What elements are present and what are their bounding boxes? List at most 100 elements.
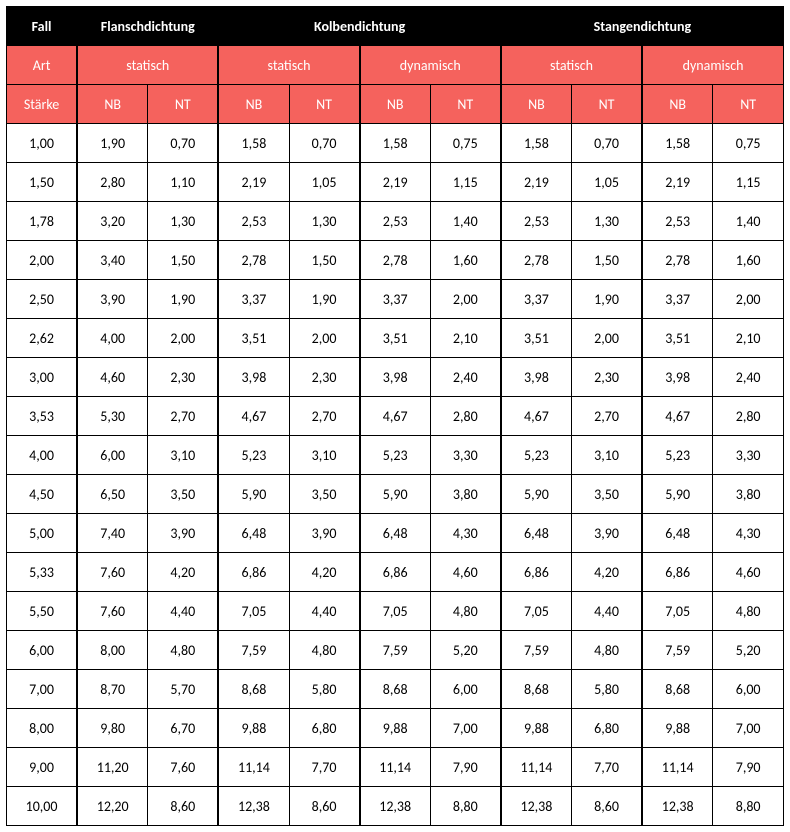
table-cell: 1,30 [572,202,643,241]
table-cell: 2,70 [572,397,643,436]
table-row: 3,535,302,704,672,704,672,804,672,704,67… [7,397,784,436]
table-cell: 3,10 [572,436,643,475]
table-cell: 4,60 [430,553,501,592]
table-cell: 7,59 [501,631,572,670]
table-cell: 7,05 [501,592,572,631]
table-row: 4,006,003,105,233,105,233,305,233,105,23… [7,436,784,475]
table-cell: 3,50 [148,475,219,514]
table-cell: 1,30 [289,202,360,241]
header-nt: NT [572,85,643,124]
table-cell: 6,86 [501,553,572,592]
header-nb: NB [360,85,431,124]
table-cell: 3,50 [289,475,360,514]
header-kolben-dynamisch: dynamisch [360,46,501,85]
table-cell: 7,00 [7,670,78,709]
table-cell: 4,80 [289,631,360,670]
table-cell: 6,48 [360,514,431,553]
table-row: 8,009,806,709,886,809,887,009,886,809,88… [7,709,784,748]
table-cell: 3,51 [642,319,713,358]
table-cell: 1,90 [289,280,360,319]
header-row-2: Art statisch statisch dynamisch statisch… [7,46,784,85]
table-row: 2,003,401,502,781,502,781,602,781,502,78… [7,241,784,280]
table-cell: 5,50 [7,592,78,631]
table-cell: 3,10 [289,436,360,475]
table-cell: 8,60 [289,787,360,826]
table-cell: 3,40 [77,241,148,280]
table-cell: 6,86 [642,553,713,592]
table-cell: 5,23 [360,436,431,475]
table-cell: 6,70 [148,709,219,748]
table-cell: 7,59 [360,631,431,670]
table-cell: 2,10 [713,319,784,358]
table-cell: 1,30 [148,202,219,241]
table-cell: 2,40 [713,358,784,397]
table-cell: 12,38 [642,787,713,826]
table-cell: 12,38 [360,787,431,826]
table-cell: 4,80 [713,592,784,631]
table-cell: 8,68 [501,670,572,709]
header-nb: NB [77,85,148,124]
table-cell: 1,10 [148,163,219,202]
table-cell: 2,70 [289,397,360,436]
table-cell: 8,68 [218,670,289,709]
table-cell: 2,78 [501,241,572,280]
table-cell: 3,51 [218,319,289,358]
header-fall: Fall [7,7,78,46]
table-cell: 7,00 [713,709,784,748]
table-cell: 7,59 [642,631,713,670]
table-cell: 4,40 [148,592,219,631]
header-stangen-statisch: statisch [501,46,642,85]
table-cell: 6,48 [218,514,289,553]
table-cell: 0,75 [430,124,501,163]
table-cell: 2,80 [430,397,501,436]
table-cell: 5,23 [501,436,572,475]
table-cell: 8,60 [572,787,643,826]
table-cell: 1,50 [572,241,643,280]
table-cell: 2,19 [360,163,431,202]
table-cell: 7,60 [148,748,219,787]
header-row-1: Fall Flanschdichtung Kolbendichtung Stan… [7,7,784,46]
table-cell: 11,14 [218,748,289,787]
table-cell: 0,70 [148,124,219,163]
table-cell: 4,60 [77,358,148,397]
table-cell: 4,67 [218,397,289,436]
table-cell: 3,90 [148,514,219,553]
table-cell: 0,70 [572,124,643,163]
table-cell: 2,10 [430,319,501,358]
table-cell: 7,60 [77,553,148,592]
table-cell: 4,20 [289,553,360,592]
table-cell: 6,00 [430,670,501,709]
table-cell: 2,00 [289,319,360,358]
table-cell: 2,00 [7,241,78,280]
table-cell: 4,60 [713,553,784,592]
table-cell: 5,00 [7,514,78,553]
table-cell: 1,40 [713,202,784,241]
table-cell: 3,98 [501,358,572,397]
table-cell: 5,33 [7,553,78,592]
table-cell: 1,05 [572,163,643,202]
table-cell: 3,30 [713,436,784,475]
table-cell: 5,80 [572,670,643,709]
table-cell: 4,80 [430,592,501,631]
table-cell: 6,80 [289,709,360,748]
table-cell: 2,70 [148,397,219,436]
table-cell: 8,80 [713,787,784,826]
table-cell: 3,98 [218,358,289,397]
table-cell: 8,00 [77,631,148,670]
table-cell: 0,75 [713,124,784,163]
table-cell: 3,98 [360,358,431,397]
table-cell: 6,00 [77,436,148,475]
table-cell: 7,70 [289,748,360,787]
table-cell: 5,20 [430,631,501,670]
table-cell: 4,67 [501,397,572,436]
table-cell: 2,80 [713,397,784,436]
table-body: 1,001,900,701,580,701,580,751,580,701,58… [7,124,784,826]
header-nt: NT [289,85,360,124]
table-cell: 2,80 [77,163,148,202]
table-cell: 6,48 [642,514,713,553]
table-row: 9,0011,207,6011,147,7011,147,9011,147,70… [7,748,784,787]
table-cell: 12,38 [501,787,572,826]
table-cell: 5,90 [360,475,431,514]
table-cell: 8,68 [360,670,431,709]
table-cell: 4,40 [289,592,360,631]
